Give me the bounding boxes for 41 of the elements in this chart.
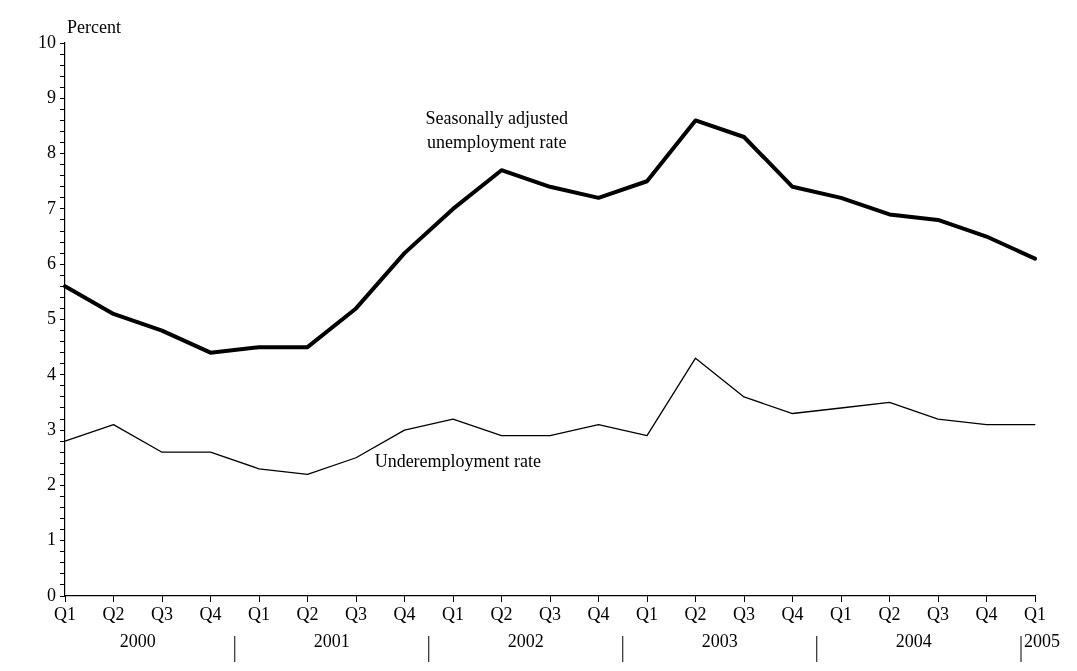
y-tick-label: 3 — [47, 418, 56, 439]
x-tick-label: Q1 — [1024, 603, 1046, 624]
y-tick-label: 4 — [47, 363, 56, 384]
y-tick-label: 9 — [47, 87, 56, 108]
x-tick-label: Q4 — [781, 603, 804, 624]
series-label: Underemployment rate — [374, 450, 542, 471]
x-tick-label: Q1 — [636, 603, 658, 624]
x-tick-label: Q3 — [539, 603, 561, 624]
y-tick-label: 7 — [47, 197, 56, 218]
y-tick-label: 5 — [47, 308, 56, 329]
text: Seasonally adjusted unemployment rate — [425, 108, 568, 153]
x-tick-label: Q1 — [54, 603, 76, 624]
text: 2005 — [1024, 630, 1060, 651]
x-tick-label: Q3 — [927, 603, 949, 624]
x-tick-label: Q4 — [393, 603, 416, 624]
x-tick-label: Q1 — [248, 603, 270, 624]
x-tick-label: Q2 — [102, 603, 125, 624]
x-tick-label: Q4 — [587, 603, 610, 624]
y-tick-label: 2 — [47, 474, 56, 495]
y-axis-title: Percent — [67, 16, 121, 37]
y-tick-label: 6 — [47, 252, 56, 273]
x-tick-label: Q4 — [975, 603, 998, 624]
x-tick-label: Q2 — [490, 603, 513, 624]
x-tick-label: Q1 — [442, 603, 464, 624]
text: 2003 — [701, 630, 738, 651]
x-tick-label: Q3 — [733, 603, 755, 624]
x-tick-label: Q2 — [684, 603, 707, 624]
y-tick-label: 8 — [47, 142, 56, 163]
x-tick-label: Q3 — [151, 603, 173, 624]
y-tick-label: 1 — [47, 529, 56, 550]
x-tick-label: Q3 — [345, 603, 367, 624]
text: 2004 — [895, 630, 932, 651]
x-tick-label: Q1 — [830, 603, 852, 624]
text: 2002 — [507, 630, 544, 651]
x-tick-label: Q4 — [199, 603, 222, 624]
x-tick-label: Q2 — [878, 603, 901, 624]
text: 2001 — [313, 630, 350, 651]
y-tick-label: 0 — [47, 584, 56, 605]
x-tick-label: Q2 — [296, 603, 319, 624]
y-tick-label: 10 — [38, 31, 56, 52]
text: 2000 — [119, 630, 156, 651]
